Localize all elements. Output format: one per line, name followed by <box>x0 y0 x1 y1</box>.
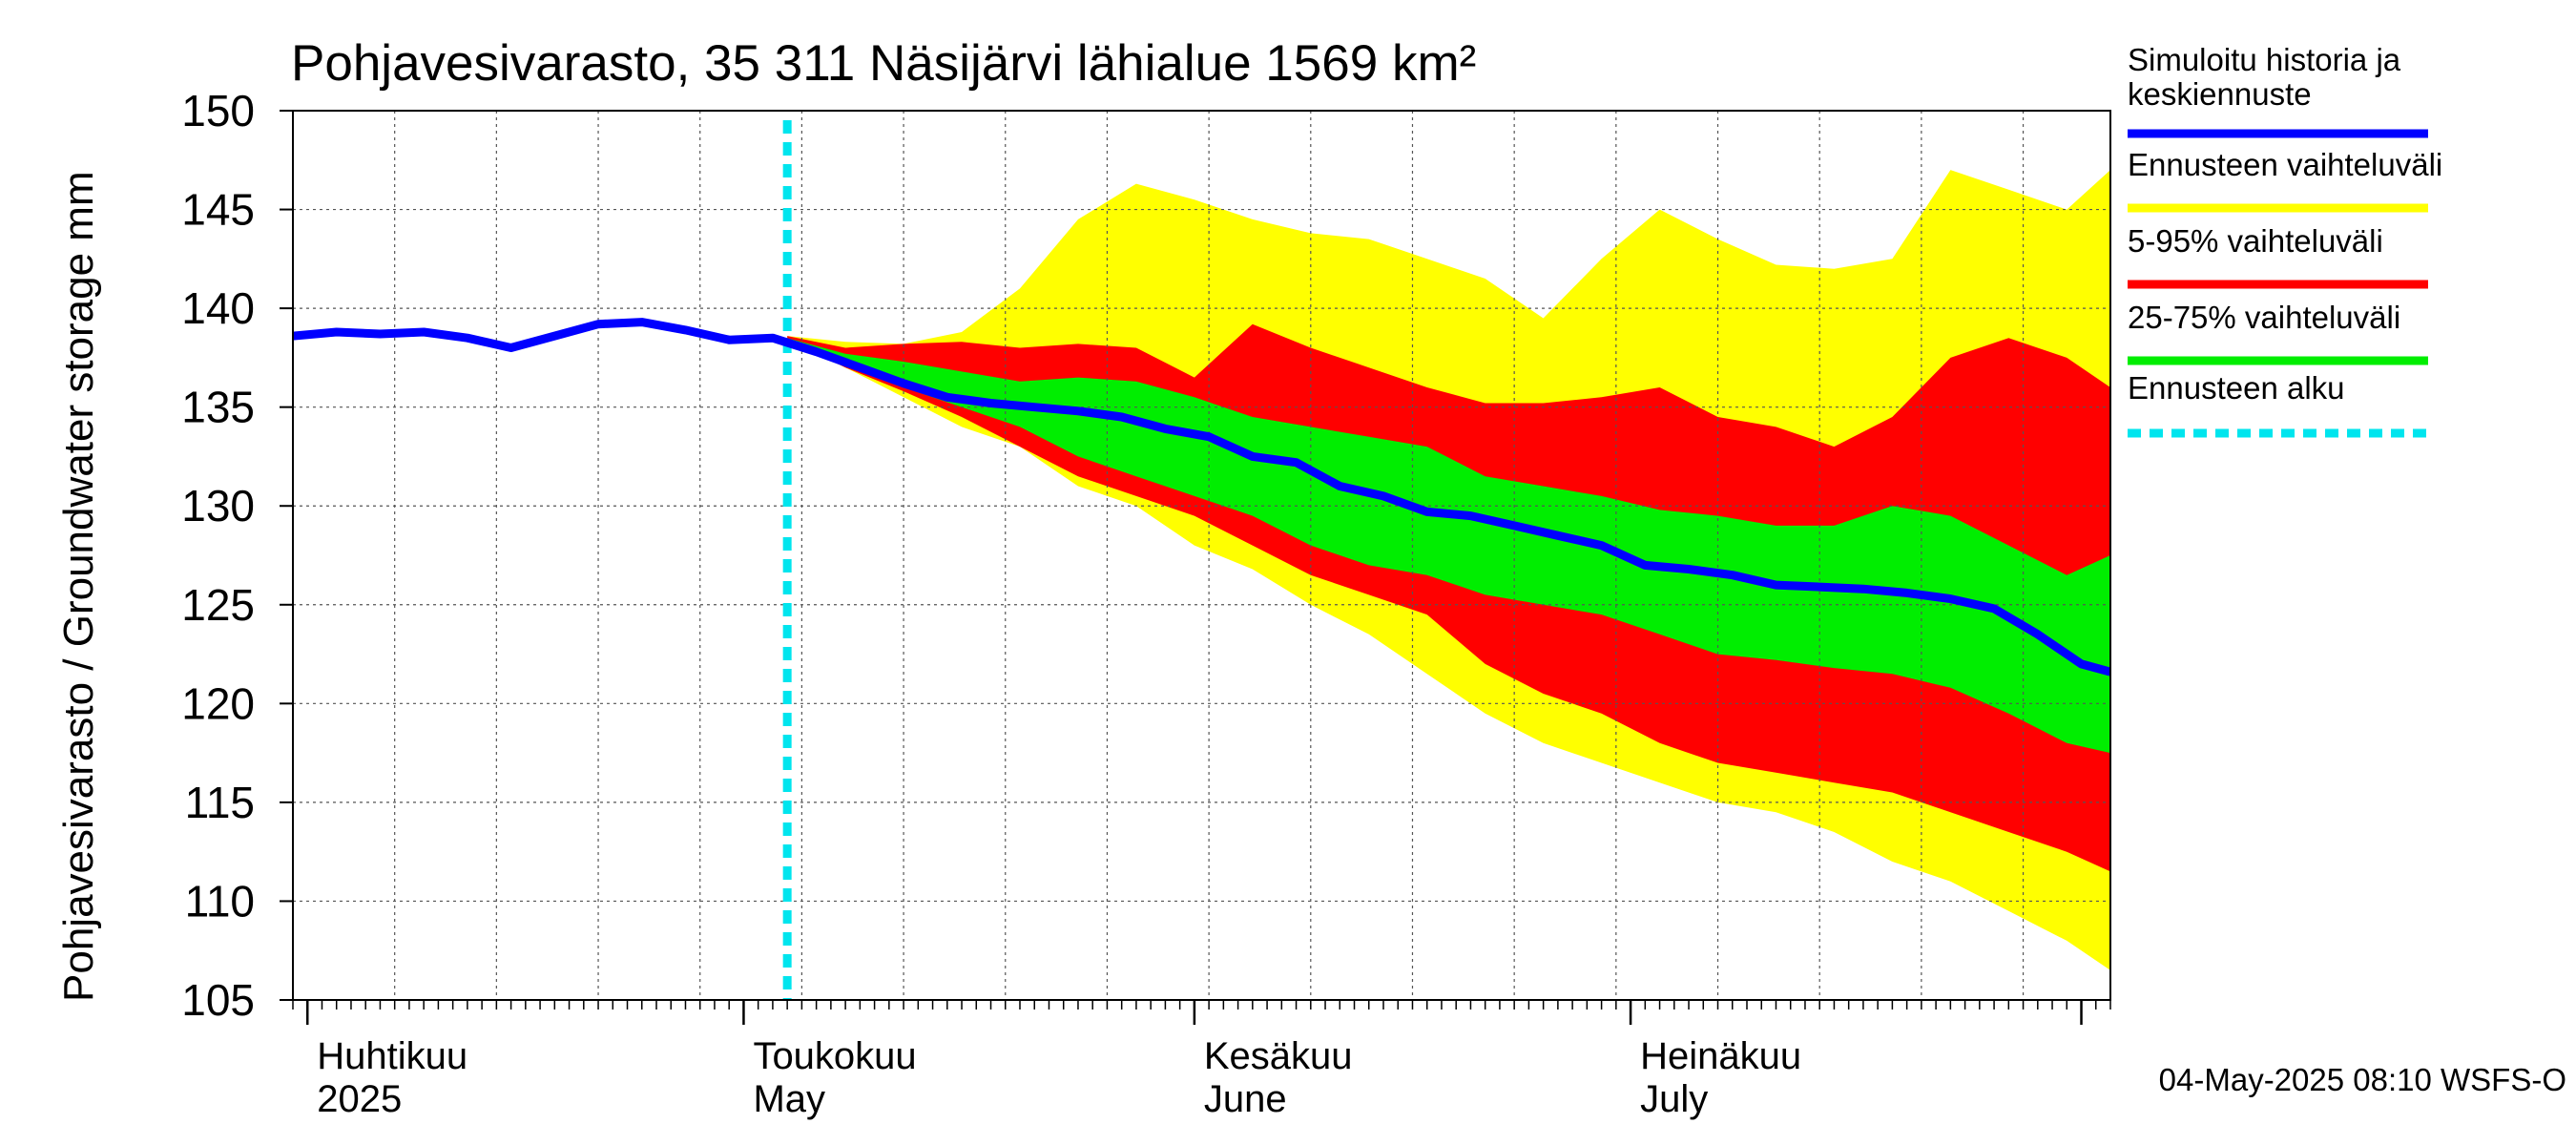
timestamp-footer: 04-May-2025 08:10 WSFS-O <box>2159 1062 2566 1097</box>
legend-label: keskiennuste <box>2128 76 2312 112</box>
y-axis-label: Pohjavesivarasto / Groundwater storage m… <box>55 171 102 1002</box>
month-label-en: May <box>753 1078 825 1120</box>
legend-label: Ennusteen alku <box>2128 370 2345 406</box>
month-label-fi: Huhtikuu <box>317 1035 467 1077</box>
chart-title: Pohjavesivarasto, 35 311 Näsijärvi lähia… <box>291 35 1476 92</box>
month-label-en: June <box>1204 1078 1287 1120</box>
y-tick-label: 115 <box>185 778 255 827</box>
month-label-en: 2025 <box>317 1078 402 1120</box>
plot-frame <box>292 110 2111 1001</box>
y-tick-label: 145 <box>181 185 255 235</box>
range-band-25-75 <box>787 338 2110 754</box>
legend-label: 5-95% vaihteluväli <box>2128 223 2383 259</box>
y-tick-label: 150 <box>181 86 255 135</box>
month-label-en: July <box>1640 1078 1708 1120</box>
legend-label: Ennusteen vaihteluväli <box>2128 147 2442 182</box>
y-tick-label: 110 <box>185 876 255 926</box>
month-label-fi: Toukokuu <box>753 1035 916 1077</box>
y-tick-label: 120 <box>181 678 255 728</box>
month-label-fi: Kesäkuu <box>1204 1035 1353 1077</box>
y-tick-label: 105 <box>181 975 255 1025</box>
legend-label: Simuloitu historia ja <box>2128 42 2401 77</box>
y-tick-label: 135 <box>181 383 255 432</box>
median-line <box>293 318 2110 677</box>
legend-label: 25-75% vaihteluväli <box>2128 300 2400 335</box>
y-tick-label: 130 <box>181 481 255 531</box>
y-tick-label: 140 <box>181 283 255 333</box>
y-tick-label: 125 <box>181 580 255 630</box>
month-label-fi: Heinäkuu <box>1640 1035 1801 1077</box>
